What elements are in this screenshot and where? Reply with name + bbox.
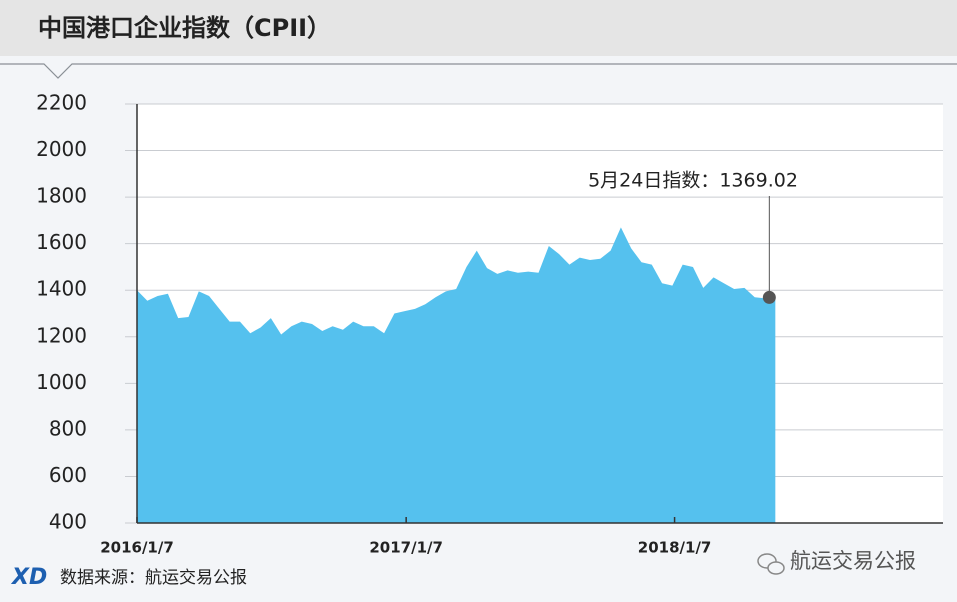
watermark: 航运交易公报 — [790, 549, 916, 573]
logo-mark: XD — [10, 565, 47, 590]
header-rule — [0, 63, 957, 79]
y-tick-label: 600 — [49, 463, 87, 487]
y-tick-label: 400 — [49, 510, 87, 534]
area — [137, 227, 776, 523]
annotation: 5月24日指数：1369.02 — [588, 170, 798, 192]
y-tick-label: 1400 — [36, 277, 87, 301]
wechat-icon — [757, 553, 785, 575]
x-tick-label: 2016/1/7 — [100, 539, 174, 557]
y-tick-label: 2200 — [36, 91, 87, 115]
header-band — [0, 0, 957, 56]
y-tick-label: 1200 — [36, 323, 87, 347]
y-tick-label: 1000 — [36, 370, 87, 394]
source: 数据来源：航运交易公报 — [60, 568, 247, 588]
y-tick-label: 1600 — [36, 230, 87, 254]
y-tick-label: 800 — [49, 416, 87, 440]
y-tick-label: 1800 — [36, 184, 87, 208]
x-tick-label: 2017/1/7 — [369, 539, 443, 557]
chart-title: 中国港口企业指数（CPII） — [38, 14, 331, 42]
logo: XD — [10, 565, 47, 590]
y-tick-label: 2000 — [36, 137, 87, 161]
highlight-point — [762, 290, 776, 304]
x-tick-label: 2018/1/7 — [638, 539, 712, 557]
